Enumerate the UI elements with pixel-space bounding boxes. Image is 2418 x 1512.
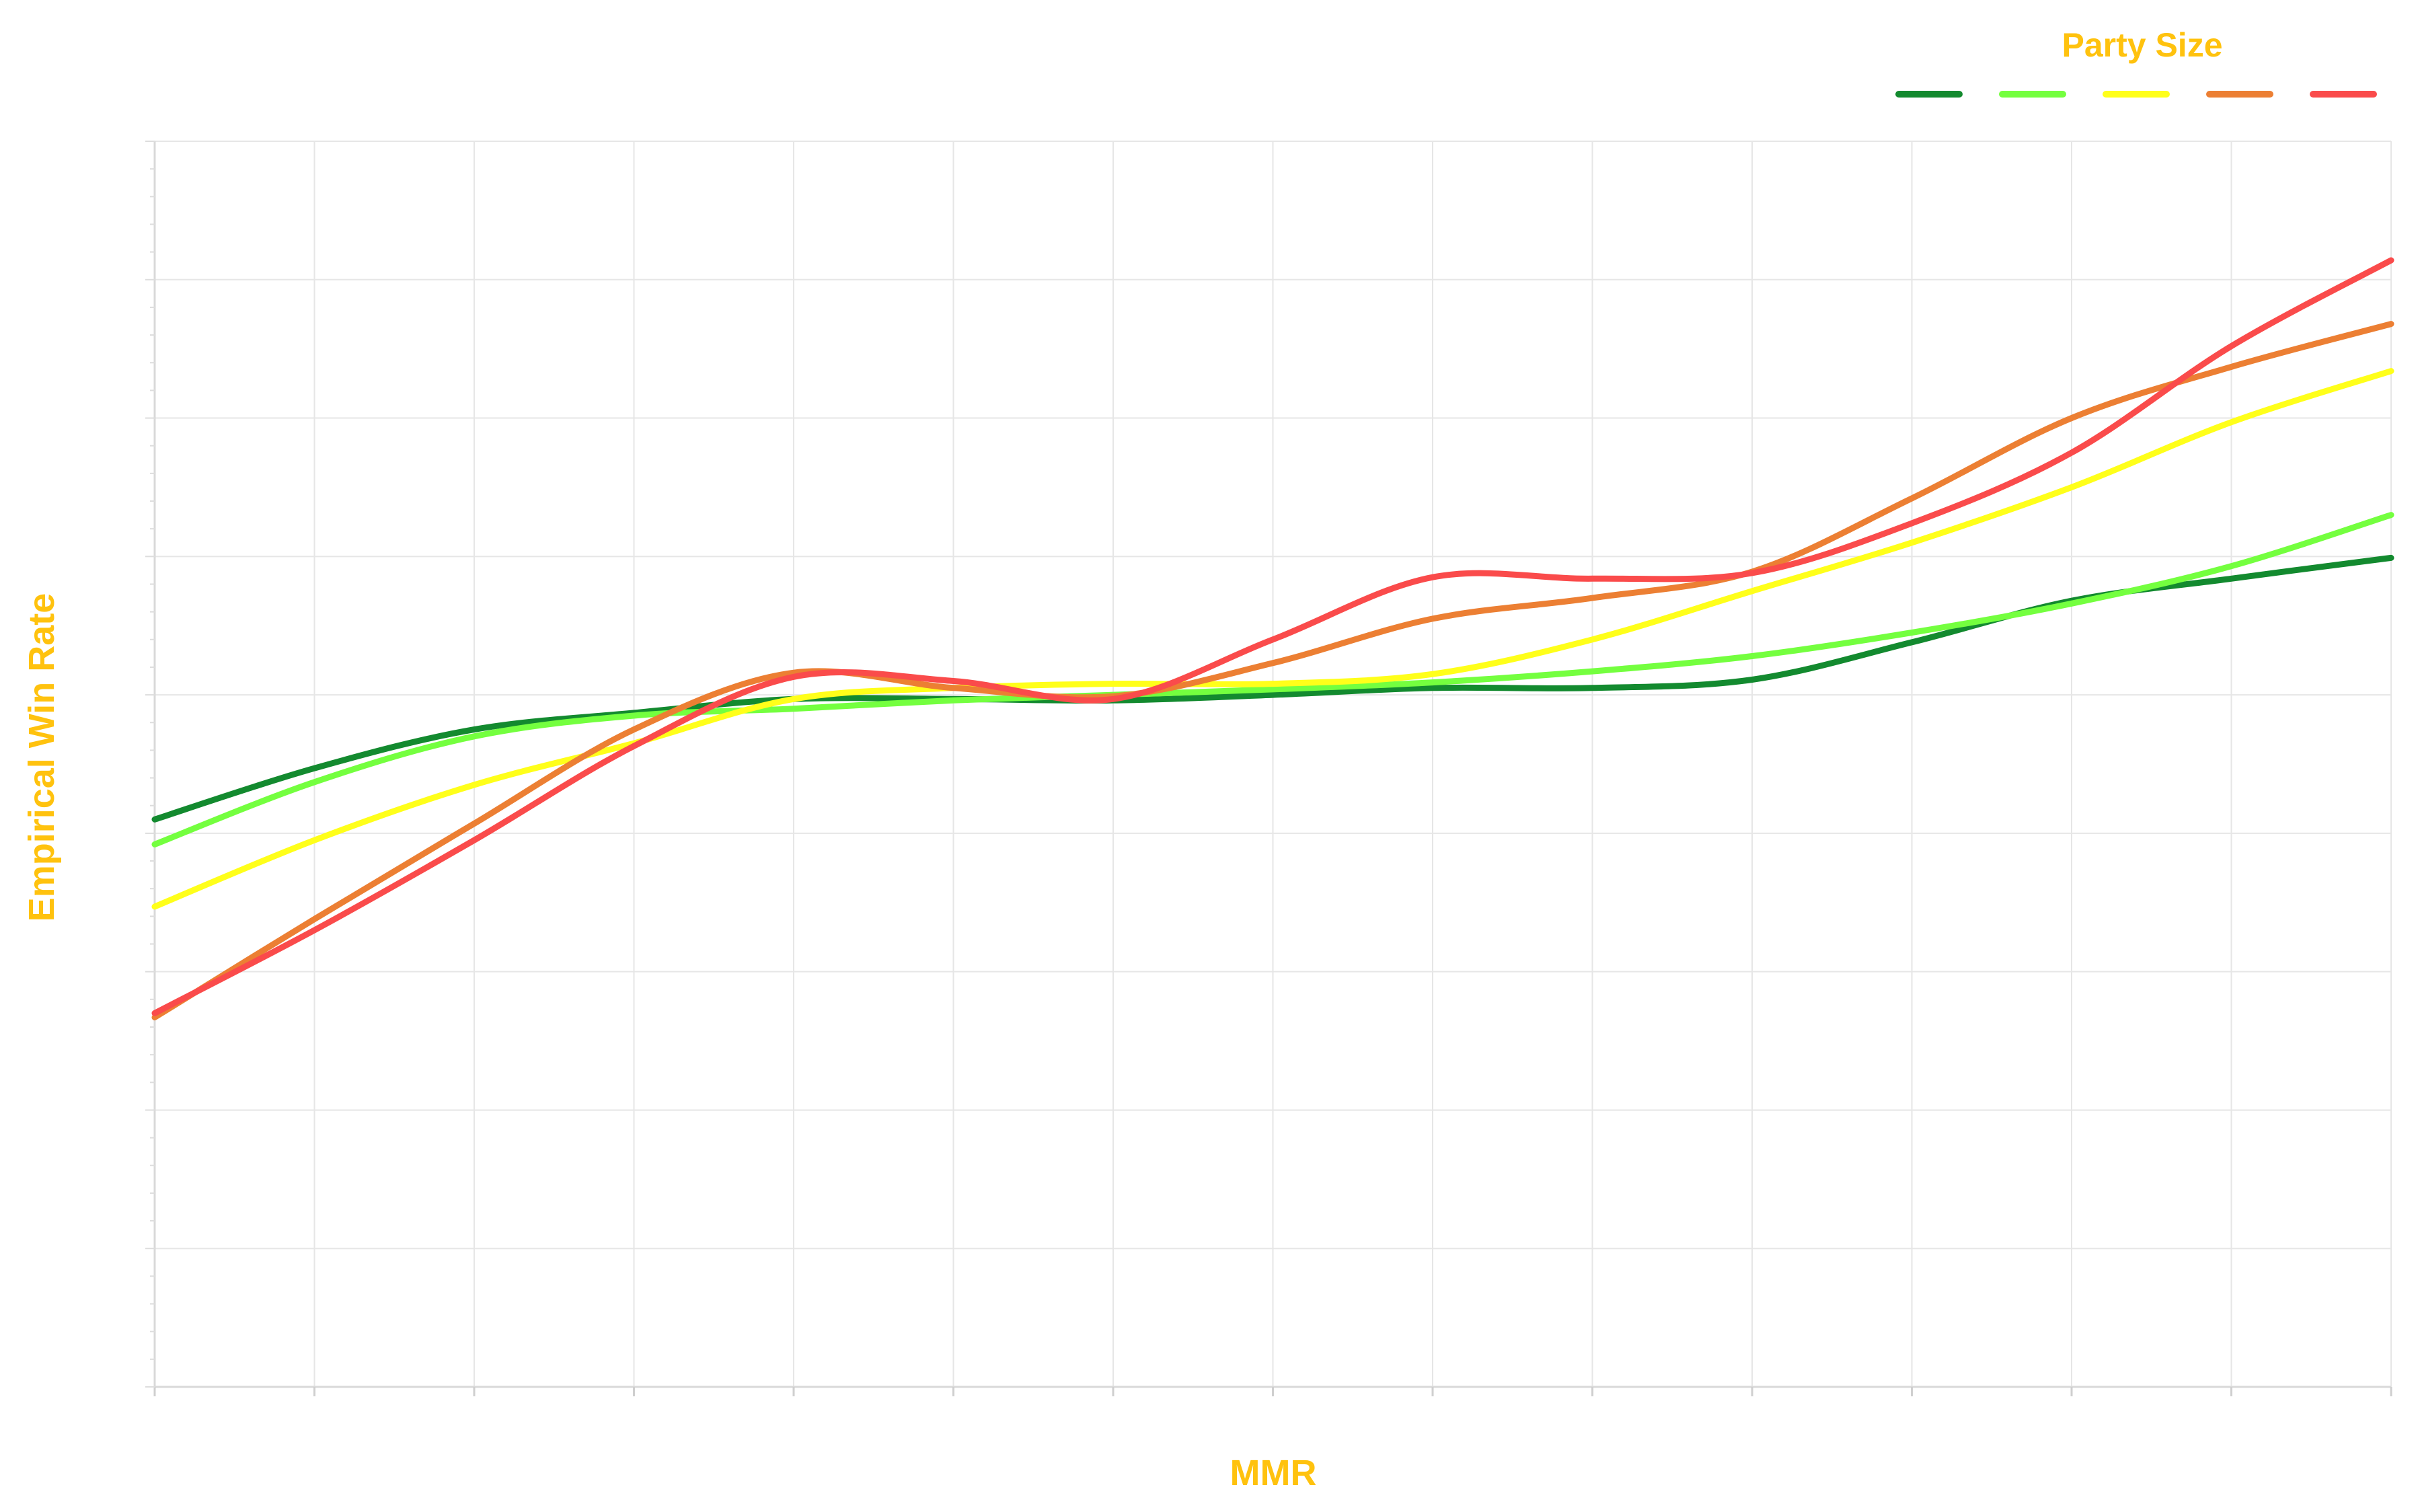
x-axis-label: MMR bbox=[1230, 1453, 1317, 1493]
series-line-3 bbox=[151, 368, 2394, 910]
series-line-5 bbox=[151, 257, 2394, 1016]
legend-title: Party Size bbox=[2062, 26, 2222, 64]
legend: Party Size bbox=[1895, 26, 2377, 98]
axes bbox=[145, 141, 2392, 1396]
grid-lines bbox=[154, 141, 2392, 1388]
y-axis-label: Empirical Win Rate bbox=[22, 593, 62, 922]
series-line-4 bbox=[151, 321, 2394, 1021]
series-lines bbox=[151, 257, 2394, 1021]
series-line-2 bbox=[151, 512, 2394, 847]
